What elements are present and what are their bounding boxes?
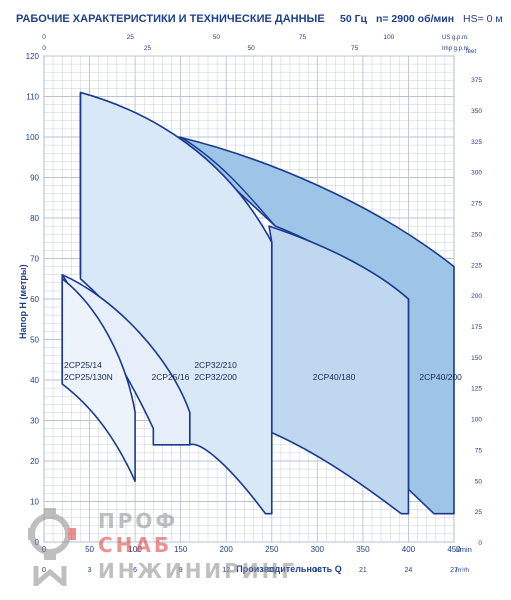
m3h-tick-label: 12 [222,567,230,574]
feet-tick-label: 0 [478,540,482,547]
x-tick-label: 0 [42,545,47,554]
y-tick-label: 30 [30,417,39,426]
m3h-tick-label: 0 [42,567,46,574]
curve-2cp32-200-line [180,136,276,227]
hs-label: HS= 0 м [462,13,503,25]
y-tick-label: 120 [26,52,40,61]
feet-tick-label: 25 [475,509,483,516]
y-tick-label: 110 [26,93,39,102]
chart-title: РАБОЧИЕ ХАРАКТЕРИСТИКИ И ТЕХНИЧЕСКИЕ ДАН… [16,13,325,25]
m3h-tick-label: 21 [359,567,367,574]
feet-tick-label: 50 [475,478,483,485]
m3h-unit-label: m³/h [456,567,469,574]
y-tick-label: 20 [30,457,39,466]
series-label-2cp32-210: 2CP32/210 [194,360,237,370]
usgpm-tick-label: 100 [383,34,394,41]
y-tick-label: 90 [30,174,39,183]
feet-tick-label: 100 [471,417,482,424]
usgpm-tick-label: 50 [213,34,221,41]
series-label-2cp25-16: 2CP25/16 [152,372,190,382]
usgpm-unit-label: US g.p.m. [442,35,469,41]
y-tick-label: 0 [35,538,40,547]
y-tick-label: 50 [30,336,39,345]
m3h-tick-label: 24 [405,567,413,574]
m3h-tick-label: 15 [268,567,276,574]
impgpm-unit-label: Imp g.p.m. [442,46,471,52]
impgpm-tick-label: 75 [351,45,359,52]
feet-tick-label: 200 [471,293,482,300]
y-tick-label: 10 [30,498,39,507]
impgpm-tick-label: 25 [144,45,152,52]
feet-tick-label: 325 [471,139,482,146]
series-label-2cp25-14: 2CP25/14 [64,360,102,370]
series-label-2cp32-200: 2CP32/200 [194,372,237,382]
series-label-2cp40-200: 2CP40/200 [419,372,462,382]
frequency-label: 50 Гц [340,13,368,25]
x-tick-label: 300 [311,545,325,554]
feet-unit-label: feet [466,49,476,55]
y-tick-label: 100 [26,133,40,142]
m3h-tick-label: 9 [179,567,183,574]
feet-tick-label: 275 [471,201,482,208]
impgpm-tick-label: 50 [247,45,255,52]
m3h-tick-label: 6 [133,567,137,574]
y-tick-label: 40 [30,376,39,385]
m3h-tick-label: 18 [313,567,321,574]
x-tick-label: 100 [128,545,142,554]
feet-tick-label: 150 [471,355,482,362]
speed-label: n= 2900 об/мин [375,13,455,25]
m3h-tick-label: 27 [450,567,458,574]
impgpm-tick-label: 0 [42,45,46,52]
y-tick-label: 80 [30,214,39,223]
m3h-tick-label: 3 [88,567,92,574]
x-tick-label: 250 [265,545,279,554]
operating-params: 50 Гц n= 2900 об/мин HS= 0 м [340,13,503,25]
feet-tick-label: 350 [471,108,482,115]
series-label-2cp40-180: 2CP40/180 [313,372,356,382]
x-tick-label: 450 [447,545,461,554]
y-tick-label: 70 [30,255,39,264]
series-label-2cp25-130n: 2CP25/130N [64,372,113,382]
y-tick-label: 60 [30,295,39,304]
usgpm-tick-label: 25 [127,34,135,41]
curve-2cp25-14 [61,277,136,483]
feet-tick-label: 300 [471,170,482,177]
x-tick-label: 400 [402,545,416,554]
feet-tick-label: 250 [471,231,482,238]
usgpm-tick-label: 0 [42,34,46,41]
x-tick-label: 150 [174,545,188,554]
x-unit-label: l/min [456,545,472,554]
feet-tick-label: 125 [471,386,482,393]
feet-tick-label: 375 [471,77,482,84]
usgpm-tick-label: 75 [299,34,307,41]
feet-tick-label: 175 [471,324,482,331]
x-tick-label: 200 [220,545,234,554]
feet-tick-label: 225 [471,262,482,269]
x-tick-label: 50 [85,545,94,554]
curve-2cp40-180 [268,225,410,515]
feet-tick-label: 75 [475,447,483,454]
y-axis-title: Напор H (метры) [18,264,28,339]
x-tick-label: 350 [356,545,370,554]
x-axis-title: Производительность Q [236,564,341,574]
